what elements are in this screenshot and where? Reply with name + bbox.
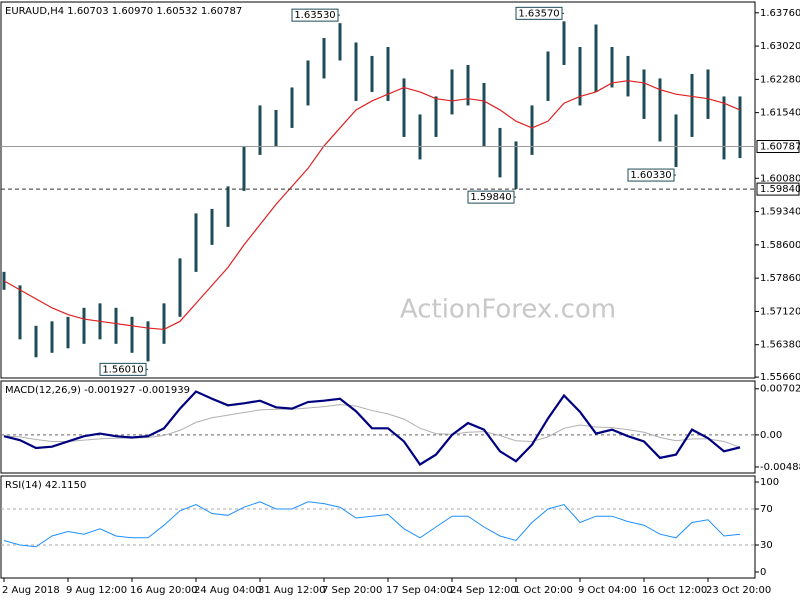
y-tick-label: 1.60080: [760, 173, 800, 184]
y-tick-label: 1.63020: [760, 41, 800, 52]
y-tick-label: 1.56380: [760, 340, 800, 351]
annotation-label: 1.56010: [102, 364, 143, 375]
x-tick-label: 31 Aug 12:00: [258, 585, 325, 596]
x-tick-label: 24 Sep 12:00: [450, 585, 517, 596]
y-tick-label: 1.61540: [760, 108, 800, 119]
x-tick-label: 7 Sep 20:00: [322, 585, 382, 596]
y-tick-label: 1.55660: [760, 372, 800, 383]
annotation-label: 1.60330: [630, 170, 671, 181]
y-tick-label: 1.58600: [760, 240, 800, 251]
x-tick-label: 17 Sep 04:00: [386, 585, 453, 596]
annotation-label: 1.63570: [518, 8, 559, 19]
y-tick-label: 70: [760, 504, 773, 515]
y-tick-label: 100: [760, 477, 779, 488]
support-box: [756, 182, 800, 196]
x-tick-label: 1 Oct 20:00: [514, 585, 573, 596]
chart-title: EURAUD,H4 1.60703 1.60970 1.60532 1.6078…: [5, 6, 242, 17]
support-label: 1.59840: [760, 184, 800, 195]
annotation-label: 1.59840: [470, 192, 511, 203]
y-tick-label: 0: [760, 567, 766, 578]
y-tick-label: -0.004882: [760, 462, 800, 473]
x-tick-label: 2 Aug 2018: [2, 585, 60, 596]
rsi-title: RSI(14) 42.1150: [5, 480, 86, 491]
annotation-label: 1.63530: [294, 10, 335, 21]
rsi-panel: [0, 475, 756, 579]
macd-title: MACD(12,26,9) -0.001927 -0.001939: [5, 385, 190, 396]
last-price-label: 1.60787: [760, 142, 800, 153]
x-tick-label: 9 Oct 04:00: [578, 585, 637, 596]
y-tick-label: 1.63760: [760, 8, 800, 19]
y-tick-label: 1.59340: [760, 207, 800, 218]
y-tick-label: 0.00: [760, 430, 782, 441]
macd-line: [3, 390, 741, 466]
macd-panel: [0, 380, 756, 474]
watermark: ActionForex.com: [400, 295, 616, 325]
x-tick-label: 16 Aug 20:00: [130, 585, 197, 596]
x-tick-label: 9 Aug 12:00: [66, 585, 127, 596]
y-tick-label: 0.007021: [760, 384, 800, 395]
x-tick-label: 24 Aug 04:00: [194, 585, 261, 596]
y-tick-label: 30: [760, 540, 773, 551]
ma_values-line: [3, 80, 741, 331]
y-tick-label: 1.62280: [760, 74, 800, 85]
y-tick-label: 1.57860: [760, 273, 800, 284]
y-tick-label: 1.57120: [760, 306, 800, 317]
x-tick-label: 16 Oct 12:00: [642, 585, 707, 596]
price-panel: [0, 1, 756, 379]
values-line: [3, 501, 741, 548]
x-tick-label: 23 Oct 20:00: [706, 585, 771, 596]
last-price-box: [756, 140, 800, 154]
